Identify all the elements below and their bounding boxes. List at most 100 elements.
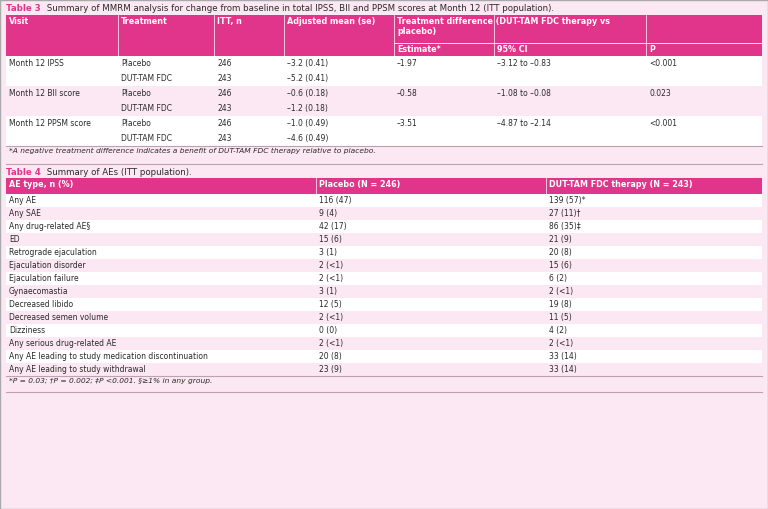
Text: 15 (6): 15 (6) — [549, 261, 572, 270]
Text: Month 12 PPSM score: Month 12 PPSM score — [9, 119, 91, 128]
Bar — [6, 178, 762, 194]
Bar — [6, 337, 762, 350]
Text: P: P — [649, 45, 655, 54]
Text: –4.6 (0.49): –4.6 (0.49) — [287, 134, 329, 143]
Text: 243: 243 — [217, 104, 231, 113]
Text: Placebo: Placebo — [121, 59, 151, 68]
Text: 246: 246 — [217, 89, 231, 98]
Text: Table 4: Table 4 — [6, 168, 41, 177]
Text: 27 (11)†: 27 (11)† — [549, 209, 581, 218]
Text: Any SAE: Any SAE — [9, 209, 41, 218]
Text: Placebo: Placebo — [121, 119, 151, 128]
Text: 9 (4): 9 (4) — [319, 209, 337, 218]
Text: Any AE: Any AE — [9, 196, 36, 205]
Text: 246: 246 — [217, 119, 231, 128]
Text: Any AE leading to study medication discontinuation: Any AE leading to study medication disco… — [9, 352, 208, 361]
Text: 0.023: 0.023 — [649, 89, 670, 98]
Text: –1.08 to –0.08: –1.08 to –0.08 — [497, 89, 551, 98]
Text: 2 (<1): 2 (<1) — [319, 274, 343, 283]
Text: 23 (9): 23 (9) — [319, 365, 342, 374]
Bar — [6, 207, 762, 220]
Text: <0.001: <0.001 — [649, 59, 677, 68]
Text: Placebo (N = 246): Placebo (N = 246) — [319, 180, 400, 189]
Text: –1.97: –1.97 — [397, 59, 418, 68]
Bar — [6, 56, 762, 71]
Text: *A negative treatment difference indicates a benefit of DUT-TAM FDC therapy rela: *A negative treatment difference indicat… — [9, 148, 376, 154]
Text: 3 (1): 3 (1) — [319, 287, 337, 296]
Text: Gynaecomastia: Gynaecomastia — [9, 287, 68, 296]
Text: Month 12 IPSS: Month 12 IPSS — [9, 59, 64, 68]
Bar — [6, 101, 762, 116]
Text: 116 (47): 116 (47) — [319, 196, 352, 205]
Bar — [6, 298, 762, 311]
Bar — [6, 146, 762, 164]
Text: 2 (<1): 2 (<1) — [319, 261, 343, 270]
Text: Treatment: Treatment — [121, 17, 167, 26]
Text: Table 3: Table 3 — [6, 4, 41, 13]
Text: –1.2 (0.18): –1.2 (0.18) — [287, 104, 328, 113]
Text: 15 (6): 15 (6) — [319, 235, 342, 244]
Text: Month 12 BII score: Month 12 BII score — [9, 89, 80, 98]
Text: –3.51: –3.51 — [397, 119, 418, 128]
Text: ITT, n: ITT, n — [217, 17, 242, 26]
Bar — [6, 233, 762, 246]
Text: 2 (<1): 2 (<1) — [549, 339, 573, 348]
Text: Adjusted mean (se): Adjusted mean (se) — [287, 17, 376, 26]
Text: Summary of AEs (ITT population).: Summary of AEs (ITT population). — [44, 168, 192, 177]
Text: –3.12 to –0.83: –3.12 to –0.83 — [497, 59, 551, 68]
Text: Treatment difference (DUT-TAM FDC therapy vs
placebo): Treatment difference (DUT-TAM FDC therap… — [397, 17, 610, 37]
Text: 6 (2): 6 (2) — [549, 274, 567, 283]
Text: 246: 246 — [217, 59, 231, 68]
Text: –1.0 (0.49): –1.0 (0.49) — [287, 119, 328, 128]
Bar — [6, 350, 762, 363]
Text: 243: 243 — [217, 134, 231, 143]
Bar — [6, 285, 762, 298]
Text: 12 (5): 12 (5) — [319, 300, 342, 309]
Text: DUT-TAM FDC therapy (N = 243): DUT-TAM FDC therapy (N = 243) — [549, 180, 693, 189]
Text: 95% CI: 95% CI — [497, 45, 528, 54]
Text: Estimate*: Estimate* — [397, 45, 441, 54]
Text: 3 (1): 3 (1) — [319, 248, 337, 257]
Text: 2 (<1): 2 (<1) — [319, 339, 343, 348]
Text: Decreased libido: Decreased libido — [9, 300, 73, 309]
Bar — [6, 131, 762, 146]
Text: Any AE leading to study withdrawal: Any AE leading to study withdrawal — [9, 365, 146, 374]
Text: 4 (2): 4 (2) — [549, 326, 567, 335]
Text: 139 (57)*: 139 (57)* — [549, 196, 585, 205]
Bar — [6, 86, 762, 101]
Text: Retrograde ejaculation: Retrograde ejaculation — [9, 248, 97, 257]
Text: DUT-TAM FDC: DUT-TAM FDC — [121, 104, 172, 113]
Text: 86 (35)‡: 86 (35)‡ — [549, 222, 581, 231]
Text: 11 (5): 11 (5) — [549, 313, 571, 322]
Text: *P = 0.03; †P = 0.002; ‡P <0.001. §≥1% in any group.: *P = 0.03; †P = 0.002; ‡P <0.001. §≥1% i… — [9, 378, 213, 384]
Bar — [6, 71, 762, 86]
Text: AE type, n (%): AE type, n (%) — [9, 180, 74, 189]
Text: 33 (14): 33 (14) — [549, 352, 577, 361]
Text: 0 (0): 0 (0) — [319, 326, 337, 335]
Text: 20 (8): 20 (8) — [319, 352, 342, 361]
Text: 42 (17): 42 (17) — [319, 222, 346, 231]
Text: –0.6 (0.18): –0.6 (0.18) — [287, 89, 328, 98]
Text: 2 (<1): 2 (<1) — [319, 313, 343, 322]
Bar — [6, 272, 762, 285]
Text: 21 (9): 21 (9) — [549, 235, 571, 244]
Bar — [6, 220, 762, 233]
Bar — [6, 376, 762, 392]
Bar — [6, 259, 762, 272]
Text: Dizziness: Dizziness — [9, 326, 45, 335]
Text: Any drug-related AE§: Any drug-related AE§ — [9, 222, 91, 231]
Text: Any serious drug-related AE: Any serious drug-related AE — [9, 339, 117, 348]
Text: ED: ED — [9, 235, 20, 244]
Text: 19 (8): 19 (8) — [549, 300, 571, 309]
Text: Placebo: Placebo — [121, 89, 151, 98]
Text: –0.58: –0.58 — [397, 89, 418, 98]
Bar — [6, 363, 762, 376]
Bar — [6, 324, 762, 337]
Text: Ejaculation disorder: Ejaculation disorder — [9, 261, 85, 270]
Text: –5.2 (0.41): –5.2 (0.41) — [287, 74, 328, 83]
Bar — [6, 116, 762, 131]
Text: Summary of MMRM analysis for change from baseline in total IPSS, BII and PPSM sc: Summary of MMRM analysis for change from… — [44, 4, 554, 13]
Bar — [6, 311, 762, 324]
Text: –3.2 (0.41): –3.2 (0.41) — [287, 59, 328, 68]
Text: <0.001: <0.001 — [649, 119, 677, 128]
